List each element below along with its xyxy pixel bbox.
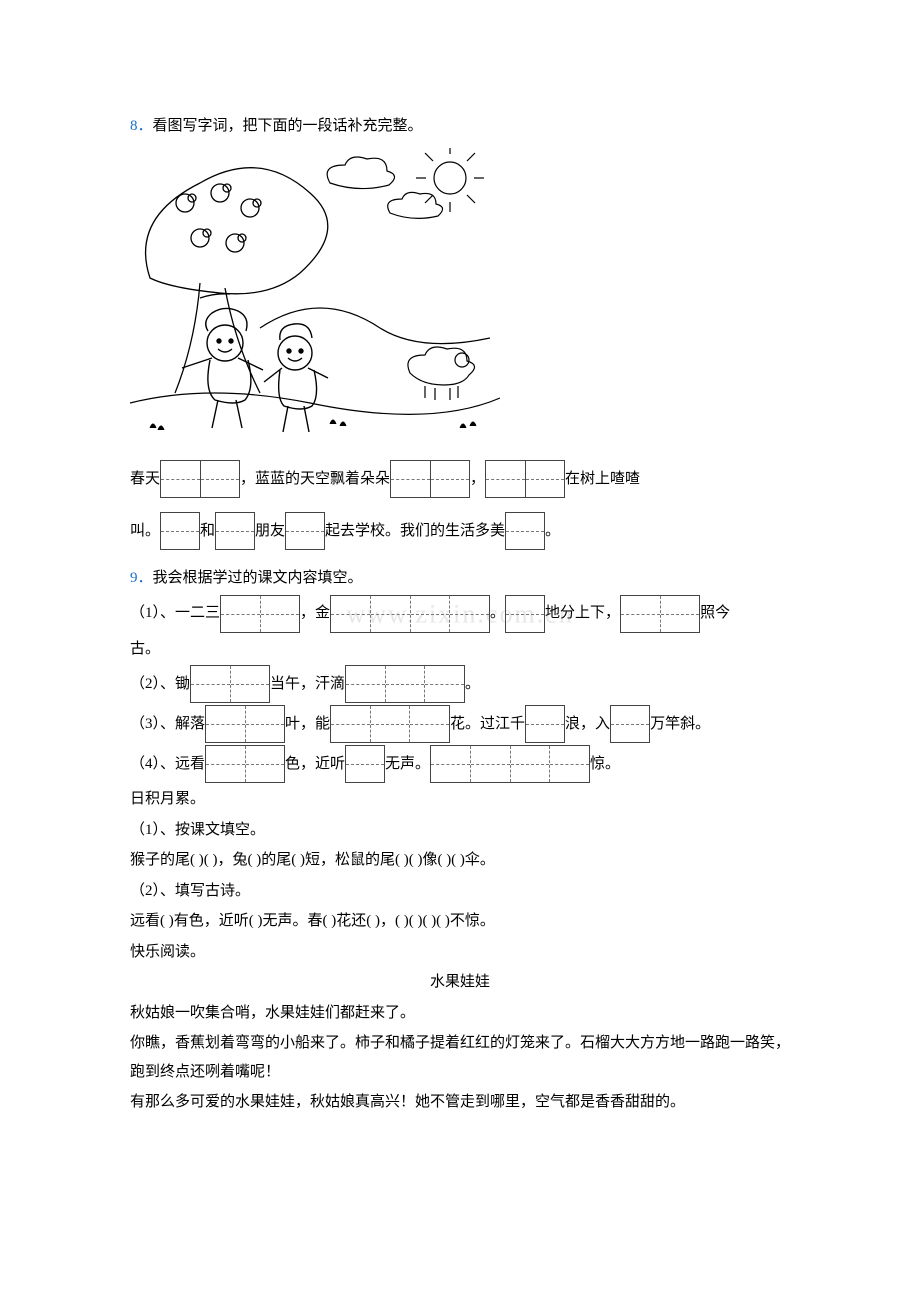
fill-box[interactable]	[505, 512, 545, 550]
q8-l2-mid1: 和	[200, 517, 215, 546]
accum-title: 日积月累。	[130, 785, 790, 814]
fill-box[interactable]	[485, 460, 565, 498]
q8-illustration	[130, 148, 500, 438]
fill-box[interactable]	[620, 595, 700, 633]
q9-i4-b: 色，近听	[285, 750, 345, 779]
q8-l2-mid2: 朋友	[255, 517, 285, 546]
reading-header: 快乐阅读。	[130, 938, 790, 967]
q9-i3-e: 万竿斜。	[650, 710, 710, 739]
fill-box[interactable]	[430, 745, 590, 783]
fill-box[interactable]	[390, 460, 470, 498]
fill-box[interactable]	[285, 512, 325, 550]
fill-box[interactable]	[330, 595, 490, 633]
accum-s2-title: （2）、填写古诗。	[130, 877, 790, 906]
q9-i3-d: 浪，入	[565, 710, 610, 739]
accum-s2-line: 远看( )有色，近听( )无声。春( )花还( )，( )( )( )( )不惊…	[130, 907, 790, 936]
q8-l2-pre: 叫。	[130, 517, 160, 546]
fill-box[interactable]	[215, 512, 255, 550]
q9-number: 9．	[130, 570, 153, 586]
q8-l1-mid: ，蓝蓝的天空飘着朵朵	[240, 465, 390, 494]
reading-title: 水果娃娃	[130, 968, 790, 997]
fill-box[interactable]	[345, 665, 465, 703]
fill-box[interactable]	[345, 745, 385, 783]
q9-i2-c: 。	[465, 670, 480, 699]
q8-l2-end: 。	[545, 517, 560, 546]
fill-box[interactable]	[525, 705, 565, 743]
q8-prompt: 看图写字词，把下面的一段话补充完整。	[153, 118, 423, 134]
q8-l1-mid2: ，	[470, 465, 485, 494]
q8-l1-end: 在树上喳喳	[565, 465, 640, 494]
fill-box[interactable]	[610, 705, 650, 743]
q9-item2-line: （2）、锄 当午，汗滴 。	[130, 665, 790, 703]
q9-item3-line: （3）、解落 叶，能 花。过江千 浪，入 万竿斜。	[130, 705, 790, 743]
q9-item1-line: （1）、一二三 ，金 。 地分上下， 照今	[130, 595, 790, 633]
accum-s1-line: 猴子的尾( )( )，兔( )的尾( )短，松鼠的尾( )( )像( )( )伞…	[130, 846, 790, 875]
q8-line2: 叫。 和 朋友 起去学校。我们的生活多美 。	[130, 512, 790, 550]
q8-heading: 8．看图写字词，把下面的一段话补充完整。	[130, 112, 790, 141]
fill-box[interactable]	[190, 665, 270, 703]
q9-i1-e: 照今	[700, 599, 730, 628]
q9-i1-a: （1）、一二三	[130, 599, 220, 628]
q9-item4-line: （4）、远看 色，近听 无声。 惊。	[130, 745, 790, 783]
fill-box[interactable]	[205, 705, 285, 743]
q9-i2-b: 当午，汗滴	[270, 670, 345, 699]
fill-box[interactable]	[220, 595, 300, 633]
fill-box[interactable]	[160, 460, 240, 498]
q9-i4-a: （4）、远看	[130, 750, 205, 779]
fill-box[interactable]	[205, 745, 285, 783]
q8-l2-mid3: 起去学校。我们的生活多美	[325, 517, 505, 546]
q8-l1-pre: 春天	[130, 465, 160, 494]
q9-i1-d: 地分上下，	[545, 599, 620, 628]
q9-i4-c: 无声。	[385, 750, 430, 779]
reading-p2: 你瞧，香蕉划着弯弯的小船来了。柿子和橘子提着红红的灯笼来了。石榴大大方方地一路跑…	[130, 1029, 790, 1086]
q9-i1-b: ，金	[300, 599, 330, 628]
q8-line1: 春天 ，蓝蓝的天空飘着朵朵 ， 在树上喳喳	[130, 460, 790, 498]
q9-i2-a: （2）、锄	[130, 670, 190, 699]
accum-s1-title: （1）、按课文填空。	[130, 816, 790, 845]
q9-prompt: 我会根据学过的课文内容填空。	[153, 570, 363, 586]
q9-i3-a: （3）、解落	[130, 710, 205, 739]
q9-i1-f: 古。	[130, 635, 790, 664]
q9-heading: 9．我会根据学过的课文内容填空。	[130, 564, 790, 593]
q9-i4-d: 惊。	[590, 750, 620, 779]
fill-box[interactable]	[330, 705, 450, 743]
q9-i3-b: 叶，能	[285, 710, 330, 739]
fill-box[interactable]	[505, 595, 545, 633]
q9-i1-c: 。	[490, 599, 505, 628]
q8-number: 8．	[130, 118, 153, 134]
q9-i3-c: 花。过江千	[450, 710, 525, 739]
reading-p3: 有那么多可爱的水果娃娃，秋姑娘真高兴！她不管走到哪里，空气都是香香甜甜的。	[130, 1088, 790, 1117]
fill-box[interactable]	[160, 512, 200, 550]
reading-p1: 秋姑娘一吹集合哨，水果娃娃们都赶来了。	[130, 999, 790, 1028]
